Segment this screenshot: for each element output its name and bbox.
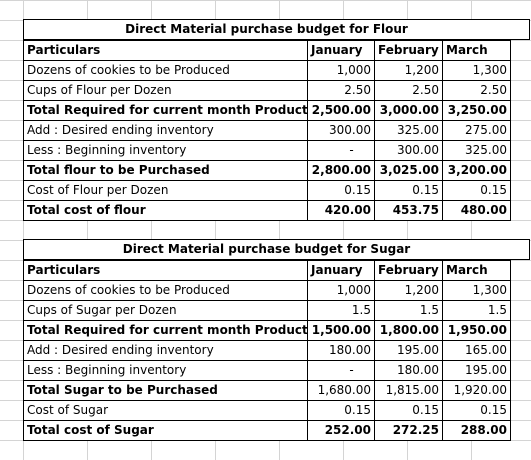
january-cell[interactable]: 180.00 [307,340,375,361]
march-cell[interactable]: 195.00 [442,360,511,381]
table-row: Cups of Sugar per Dozen 1.5 1.5 1.5 [23,300,511,321]
january-cell[interactable]: 300.00 [307,120,375,141]
row-label-cell[interactable]: Total flour to be Purchased [23,160,308,181]
february-cell[interactable]: 3,000.00 [374,100,443,121]
february-cell[interactable]: 1,800.00 [374,320,443,341]
row-label-cell[interactable]: Dozens of cookies to be Produced [23,280,308,301]
march-cell[interactable]: 165.00 [442,340,511,361]
header-cell-march[interactable]: March [442,40,511,61]
row-label-cell[interactable]: Less : Beginning inventory [23,140,308,161]
row-label-cell[interactable]: Total Required for current month Product… [23,100,308,121]
table-row: Total flour to be Purchased 2,800.00 3,0… [23,160,511,181]
header-row: Particulars January February March [23,260,511,281]
row-label-cell[interactable]: Cups of Flour per Dozen [23,80,308,101]
january-cell[interactable]: 1.5 [307,300,375,321]
march-cell[interactable]: 1,300 [442,60,511,81]
february-cell[interactable]: 3,025.00 [374,160,443,181]
february-cell[interactable]: 453.75 [374,200,443,221]
table-row: Add : Desired ending inventory 180.00 19… [23,340,511,361]
march-cell[interactable]: 1,920.00 [442,380,511,401]
header-cell-march[interactable]: March [442,260,511,281]
table-row: Total Sugar to be Purchased 1,680.00 1,8… [23,380,511,401]
row-label-cell[interactable]: Less : Beginning inventory [23,360,308,381]
row-label-cell[interactable]: Total Required for current month Product… [23,320,308,341]
row-label-cell[interactable]: Dozens of cookies to be Produced [23,60,308,81]
february-cell[interactable]: 325.00 [374,120,443,141]
february-cell[interactable]: 195.00 [374,340,443,361]
february-cell[interactable]: 300.00 [374,140,443,161]
header-cell-january[interactable]: January [307,260,375,281]
march-cell[interactable]: 1,950.00 [442,320,511,341]
january-cell[interactable]: 1,500.00 [307,320,375,341]
table-row: Cost of Flour per Dozen 0.15 0.15 0.15 [23,180,511,201]
row-label-cell[interactable]: Cost of Sugar [23,400,308,421]
table-row: Cups of Flour per Dozen 2.50 2.50 2.50 [23,80,511,101]
row-label-cell[interactable]: Total Sugar to be Purchased [23,380,308,401]
table-row: Total cost of Sugar 252.00 272.25 288.00 [23,420,511,441]
february-cell[interactable]: 272.25 [374,420,443,441]
row-label-cell[interactable]: Total cost of flour [23,200,308,221]
table-row: Dozens of cookies to be Produced 1,000 1… [23,280,511,301]
march-cell[interactable]: 288.00 [442,420,511,441]
row-label-cell[interactable]: Total cost of Sugar [23,420,308,441]
march-cell[interactable]: 3,250.00 [442,100,511,121]
row-label-cell[interactable]: Add : Desired ending inventory [23,120,308,141]
february-cell[interactable]: 1.5 [374,300,443,321]
flour-budget: Direct Material purchase budget for Flou… [23,19,530,221]
table-row: Less : Beginning inventory - 180.00 195.… [23,360,511,381]
sugar-budget-table: Particulars January February March Dozen… [23,260,511,441]
sugar-budget: Direct Material purchase budget for Suga… [23,239,530,441]
march-cell[interactable]: 2.50 [442,80,511,101]
march-cell[interactable]: 275.00 [442,120,511,141]
january-cell[interactable]: 252.00 [307,420,375,441]
january-cell[interactable]: 0.15 [307,180,375,201]
february-cell[interactable]: 1,200 [374,280,443,301]
sugar-budget-title[interactable]: Direct Material purchase budget for Suga… [23,239,530,260]
january-cell[interactable]: - [307,360,375,381]
march-cell[interactable]: 3,200.00 [442,160,511,181]
table-row: Cost of Sugar 0.15 0.15 0.15 [23,400,511,421]
january-cell[interactable]: 2,500.00 [307,100,375,121]
flour-budget-title[interactable]: Direct Material purchase budget for Flou… [23,19,530,40]
january-cell[interactable]: 1,000 [307,60,375,81]
january-cell[interactable]: 2.50 [307,80,375,101]
header-row: Particulars January February March [23,40,511,61]
table-row: Total Required for current month Product… [23,100,511,121]
row-label-cell[interactable]: Cups of Sugar per Dozen [23,300,308,321]
header-cell-particulars[interactable]: Particulars [23,40,308,61]
row-label-cell[interactable]: Add : Desired ending inventory [23,340,308,361]
january-cell[interactable]: - [307,140,375,161]
header-cell-february[interactable]: February [374,40,443,61]
march-cell[interactable]: 480.00 [442,200,511,221]
january-cell[interactable]: 420.00 [307,200,375,221]
february-cell[interactable]: 1,815.00 [374,380,443,401]
table-row: Dozens of cookies to be Produced 1,000 1… [23,60,511,81]
january-cell[interactable]: 2,800.00 [307,160,375,181]
header-cell-february[interactable]: February [374,260,443,281]
table-row: Total cost of flour 420.00 453.75 480.00 [23,200,511,221]
february-cell[interactable]: 0.15 [374,400,443,421]
january-cell[interactable]: 0.15 [307,400,375,421]
table-row: Less : Beginning inventory - 300.00 325.… [23,140,511,161]
flour-budget-table: Particulars January February March Dozen… [23,40,511,221]
march-cell[interactable]: 1,300 [442,280,511,301]
february-cell[interactable]: 1,200 [374,60,443,81]
march-cell[interactable]: 0.15 [442,400,511,421]
march-cell[interactable]: 325.00 [442,140,511,161]
february-cell[interactable]: 2.50 [374,80,443,101]
march-cell[interactable]: 1.5 [442,300,511,321]
table-row: Total Required for current month Product… [23,320,511,341]
table-row: Add : Desired ending inventory 300.00 32… [23,120,511,141]
header-cell-january[interactable]: January [307,40,375,61]
january-cell[interactable]: 1,000 [307,280,375,301]
january-cell[interactable]: 1,680.00 [307,380,375,401]
row-label-cell[interactable]: Cost of Flour per Dozen [23,180,308,201]
header-cell-particulars[interactable]: Particulars [23,260,308,281]
february-cell[interactable]: 0.15 [374,180,443,201]
march-cell[interactable]: 0.15 [442,180,511,201]
february-cell[interactable]: 180.00 [374,360,443,381]
